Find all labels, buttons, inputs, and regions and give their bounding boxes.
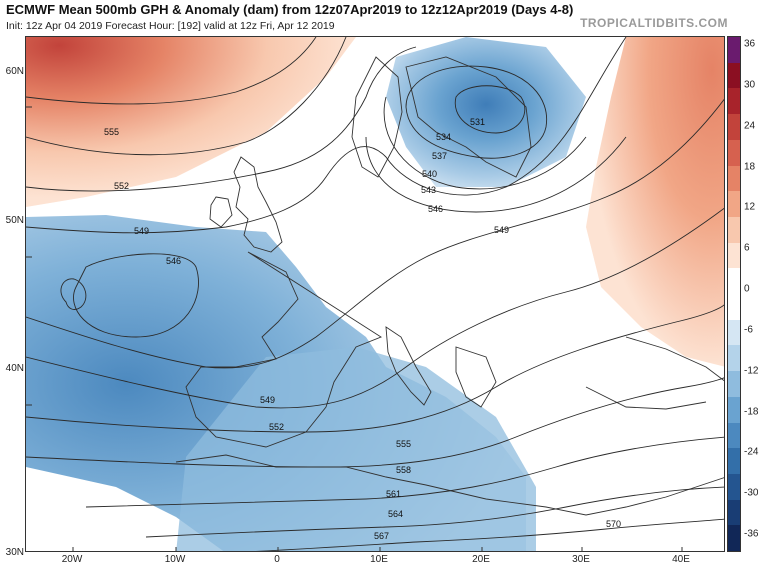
colorbar-label: 30 bbox=[744, 79, 756, 91]
lat-label-60n: 60N bbox=[5, 66, 24, 77]
contour-label: 567 bbox=[374, 531, 389, 541]
lon-label-20w: 20W bbox=[61, 554, 83, 565]
contour-label: 546 bbox=[428, 204, 443, 214]
anomaly-colorbar bbox=[727, 36, 741, 552]
forecast-map: 555 552 549 546 549 552 555 558 561 564 … bbox=[25, 36, 725, 552]
colorbar-segment bbox=[728, 448, 740, 475]
lon-label-10w: 10W bbox=[164, 554, 186, 565]
contour-label: 540 bbox=[422, 169, 437, 179]
contour-label: 564 bbox=[388, 509, 403, 519]
contour-label: 546 bbox=[166, 256, 181, 266]
contour-label: 555 bbox=[104, 127, 119, 137]
contour-label: 549 bbox=[494, 225, 509, 235]
negative-anomaly-scandinavia bbox=[386, 37, 586, 187]
contour-label: 534 bbox=[436, 132, 451, 142]
colorbar-segment bbox=[728, 345, 740, 372]
negative-anomaly-south bbox=[176, 347, 536, 551]
colorbar-segment bbox=[728, 216, 740, 244]
colorbar-label: 12 bbox=[744, 201, 756, 213]
contour-label: 561 bbox=[386, 489, 401, 499]
colorbar-segment bbox=[728, 473, 740, 501]
colorbar-segment bbox=[728, 191, 740, 218]
colorbar-label: 0 bbox=[744, 283, 750, 295]
positive-anomaly-northwest bbox=[26, 37, 356, 207]
contour-label: 531 bbox=[470, 117, 485, 127]
map-subtitle: Init: 12z Apr 04 2019 Forecast Hour: [19… bbox=[6, 20, 335, 32]
lat-label-50n: 50N bbox=[5, 215, 24, 226]
colorbar-segment bbox=[728, 396, 740, 423]
colorbar-segment bbox=[728, 114, 740, 141]
colorbar-label: -6 bbox=[744, 324, 753, 336]
colorbar-label: -12 bbox=[744, 365, 759, 377]
colorbar-segment bbox=[728, 62, 740, 89]
brand-label: TROPICALTIDBITS.COM bbox=[580, 16, 728, 30]
contour-label: 552 bbox=[114, 181, 129, 191]
colorbar-segment bbox=[728, 319, 740, 346]
colorbar-label: 18 bbox=[744, 161, 756, 172]
colorbar-segment bbox=[728, 88, 740, 115]
contour-label: 558 bbox=[396, 465, 411, 475]
contour-label: 555 bbox=[396, 439, 411, 449]
colorbar-label: 24 bbox=[744, 120, 756, 132]
colorbar-segment bbox=[728, 268, 740, 295]
header: ECMWF Mean 500mb GPH & Anomaly (dam) fro… bbox=[0, 0, 768, 36]
map-canvas: 555 552 549 546 549 552 555 558 561 564 … bbox=[26, 37, 724, 551]
colorbar-label: -18 bbox=[744, 406, 759, 417]
colorbar-label: 6 bbox=[744, 242, 750, 254]
colorbar-label: -30 bbox=[744, 487, 759, 499]
colorbar-label: 36 bbox=[744, 38, 756, 50]
colorbar-segment bbox=[728, 499, 740, 526]
contour-label: 537 bbox=[432, 151, 447, 161]
colorbar-segment bbox=[728, 422, 740, 449]
lon-label-20e: 20E bbox=[472, 554, 490, 565]
positive-anomaly-east bbox=[586, 37, 724, 367]
lon-label-0: 0 bbox=[274, 554, 280, 565]
lat-label-30n: 30N bbox=[5, 547, 24, 558]
colorbar-segment bbox=[728, 139, 740, 166]
lon-label-30e: 30E bbox=[572, 554, 590, 565]
lon-label-40e: 40E bbox=[672, 554, 690, 565]
contour-label: 552 bbox=[269, 422, 284, 432]
colorbar-segment bbox=[728, 242, 740, 269]
colorbar-segment bbox=[728, 165, 740, 192]
colorbar-segment bbox=[728, 37, 740, 64]
colorbar-label: -24 bbox=[744, 446, 759, 458]
coastlines bbox=[175, 56, 724, 516]
contour-labels: 555 552 549 546 549 552 555 558 561 564 … bbox=[104, 117, 621, 541]
map-title: ECMWF Mean 500mb GPH & Anomaly (dam) fro… bbox=[6, 2, 574, 17]
colorbar-segment bbox=[728, 525, 740, 552]
contour-label: 549 bbox=[260, 395, 275, 405]
colorbar-segment bbox=[728, 294, 740, 321]
colorbar-segment bbox=[728, 371, 740, 398]
contour-label: 549 bbox=[134, 226, 149, 236]
lon-label-10e: 10E bbox=[370, 554, 388, 565]
colorbar-label: -36 bbox=[744, 528, 759, 540]
height-contours bbox=[26, 37, 724, 551]
lat-label-40n: 40N bbox=[5, 363, 24, 374]
contour-label: 543 bbox=[421, 185, 436, 195]
contour-label: 570 bbox=[606, 519, 621, 529]
grid-ticks bbox=[26, 106, 683, 551]
